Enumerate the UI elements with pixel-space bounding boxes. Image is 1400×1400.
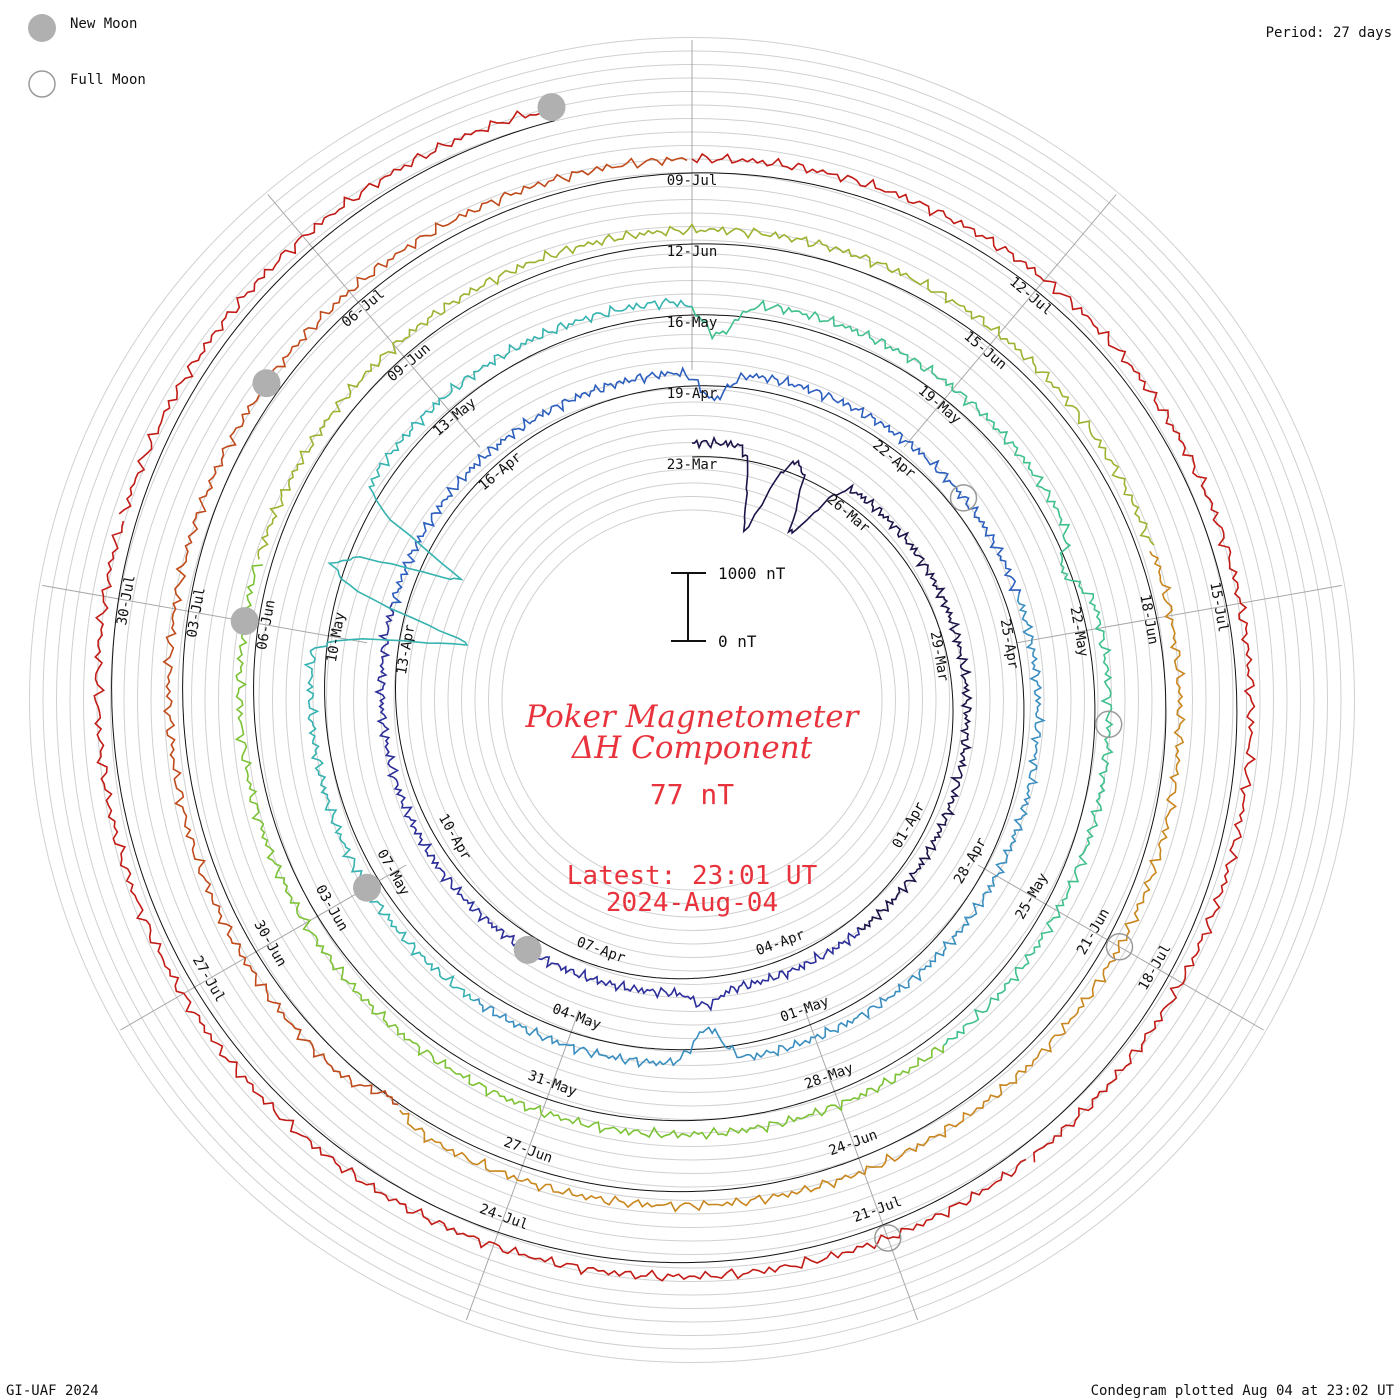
moon-markers (230, 93, 1134, 1252)
dh-trace-segment (374, 602, 861, 1012)
scale-bar-bottom-label: 0 nT (718, 632, 757, 651)
data-traces (93, 110, 1257, 1282)
chart-subtitle: ΔH Component (571, 730, 813, 766)
date-label: 19-May (915, 383, 964, 428)
date-label: 04-Apr (754, 927, 807, 959)
date-label: 06-Jun (254, 599, 279, 652)
date-label: 28-Apr (951, 835, 990, 887)
date-label: 19-Apr (667, 386, 718, 402)
full-moon-marker (949, 484, 978, 512)
new-moon-marker (537, 93, 566, 122)
full-moon-marker (1094, 710, 1123, 739)
full-moon-marker (874, 1224, 902, 1252)
dh-trace-segment (234, 564, 944, 1141)
chart-title: Poker Magnetometer (525, 699, 861, 735)
date-label: 25-Apr (997, 618, 1022, 671)
date-label: 29-Mar (927, 630, 952, 683)
date-label: 09-Jun (385, 340, 434, 385)
dh-trace-segment (691, 435, 973, 931)
dh-trace-segment (118, 110, 555, 515)
baseline-spiral (111, 120, 1238, 1264)
date-label: 01-May (778, 993, 831, 1025)
date-label: 04-May (550, 1001, 603, 1033)
scale-bar (671, 572, 706, 642)
current-value: 77 nT (650, 778, 734, 811)
date-label: 07-Apr (574, 934, 627, 966)
dh-trace-segment (391, 366, 1022, 604)
new-moon-marker (252, 369, 281, 398)
date-label: 12-Jun (667, 244, 718, 260)
date-label: 09-Jul (667, 173, 718, 189)
date-label: 22-May (1067, 606, 1092, 659)
date-label: 28-May (803, 1060, 856, 1092)
date-label: 23-Mar (667, 457, 718, 473)
date-label: 21-Jul (851, 1194, 904, 1226)
scale-bar-top-label: 1000 nT (718, 564, 786, 583)
dh-trace-segment (691, 299, 1114, 1047)
date-label: 03-Jul (184, 586, 209, 639)
date-label: 15-Jul (1206, 581, 1231, 634)
date-label: 27-Jun (502, 1134, 555, 1166)
full-moon-legend-icon (28, 70, 56, 98)
date-label: 03-Jun (312, 882, 351, 934)
dh-trace-segment (473, 593, 1046, 1069)
date-label: 16-May (667, 315, 718, 331)
new-moon-legend-icon (28, 14, 56, 42)
date-label: 13-Apr (394, 623, 419, 676)
date-label: 24-Jun (827, 1127, 880, 1159)
dh-trace-segment (162, 156, 688, 1106)
footer-credit: GI-UAF 2024 (6, 1383, 99, 1399)
new-moon-legend-label: New Moon (70, 16, 137, 32)
period-label: Period: 27 days (1266, 25, 1392, 41)
date-label: 10-May (324, 611, 349, 664)
new-moon-marker (230, 607, 259, 636)
dh-trace-segment (399, 550, 1186, 1213)
date-label: 18-Jun (1136, 593, 1161, 646)
date-label: 30-Jun (250, 918, 289, 970)
full-moon-marker (1105, 933, 1134, 961)
footer-plot-time: Condegram plotted Aug 04 at 23:02 UT (1091, 1383, 1395, 1399)
latest-time: Latest: 23:01 UT (567, 861, 818, 891)
date-label: 16-Apr (476, 449, 525, 494)
new-moon-marker (353, 873, 381, 902)
dh-trace-segment (257, 222, 1155, 560)
date-label: 25-May (1012, 870, 1051, 922)
new-moon-marker (513, 935, 542, 964)
latest-date: 2024-Aug-04 (606, 888, 778, 918)
date-label: 10-Apr (435, 811, 474, 863)
dh-trace-segment (691, 152, 1257, 1163)
date-label: 30-Jul (114, 574, 139, 627)
date-label: 01-Apr (889, 799, 928, 851)
full-moon-legend-label: Full Moon (70, 72, 146, 88)
dh-trace-segment (93, 520, 1027, 1282)
